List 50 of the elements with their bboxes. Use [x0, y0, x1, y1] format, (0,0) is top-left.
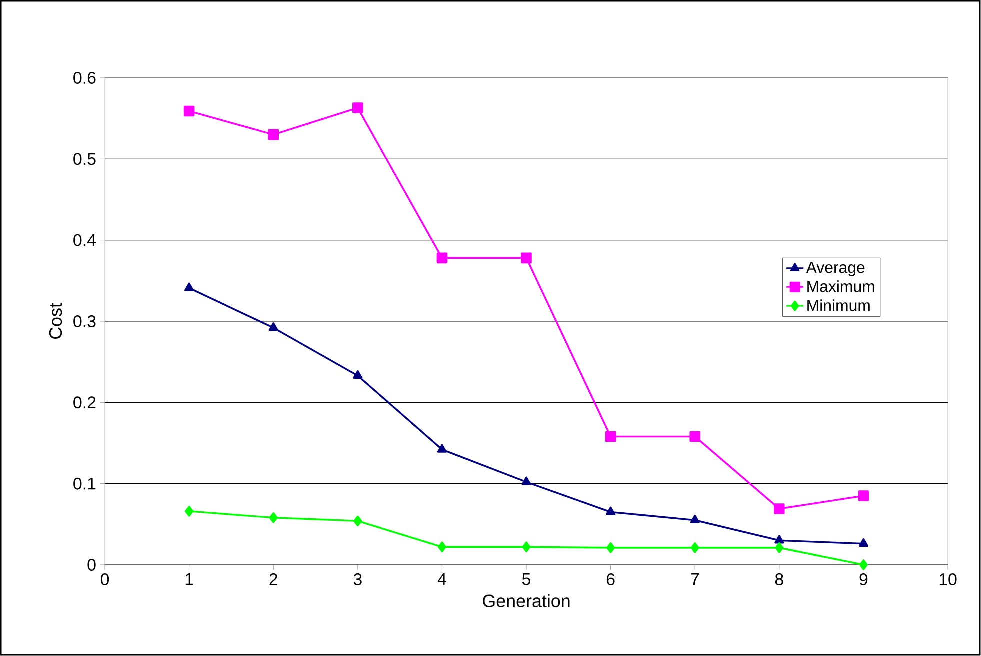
- legend-label: Maximum: [808, 280, 874, 292]
- point: [184, 106, 195, 117]
- y-tick-label: 0.2: [74, 396, 96, 409]
- point: [184, 282, 194, 292]
- point: [775, 542, 784, 554]
- point: [858, 538, 869, 548]
- x-tick-label: 8: [775, 574, 784, 586]
- y-tick-label: 0: [88, 558, 96, 571]
- point: [352, 102, 364, 114]
- y-axis-title: Cost: [49, 303, 62, 340]
- x-tick-label: 1: [186, 574, 194, 586]
- point: [437, 444, 448, 453]
- y-tick-label: 0.6: [74, 72, 96, 84]
- point: [522, 542, 531, 553]
- x-tick-label: 7: [691, 574, 699, 586]
- point: [858, 490, 870, 502]
- point: [438, 542, 446, 553]
- x-tick-label: 2: [270, 574, 278, 586]
- point: [690, 542, 700, 554]
- point: [774, 504, 785, 514]
- x-axis-title: Generation: [483, 594, 570, 608]
- legend-label: Minimum: [808, 300, 870, 312]
- point: [268, 129, 280, 140]
- x-tick-label: 9: [860, 574, 868, 586]
- x-tick-label: 3: [354, 574, 362, 586]
- x-tick-label: 0: [100, 574, 110, 586]
- point: [774, 535, 784, 544]
- point: [522, 476, 532, 486]
- point: [185, 506, 194, 517]
- point: [353, 370, 363, 380]
- x-tick-label: 6: [606, 574, 615, 586]
- point: [606, 542, 616, 554]
- x-tick-label: 4: [438, 574, 446, 586]
- point: [606, 506, 616, 516]
- y-tick-label: 0.3: [74, 315, 96, 328]
- point: [859, 560, 868, 570]
- y-tick-label: 0.5: [74, 153, 96, 166]
- legend-label: Average: [806, 262, 865, 276]
- point: [354, 516, 362, 527]
- point: [521, 252, 532, 264]
- point: [268, 322, 278, 332]
- point: [690, 431, 701, 442]
- point: [605, 431, 616, 442]
- y-tick-label: 0.1: [74, 478, 96, 490]
- x-tick-label: 10: [940, 574, 957, 586]
- point: [436, 252, 448, 264]
- point: [269, 512, 278, 524]
- x-tick-label: 5: [522, 574, 531, 586]
- point: [690, 514, 700, 524]
- y-tick-label: 0.4: [74, 234, 96, 246]
